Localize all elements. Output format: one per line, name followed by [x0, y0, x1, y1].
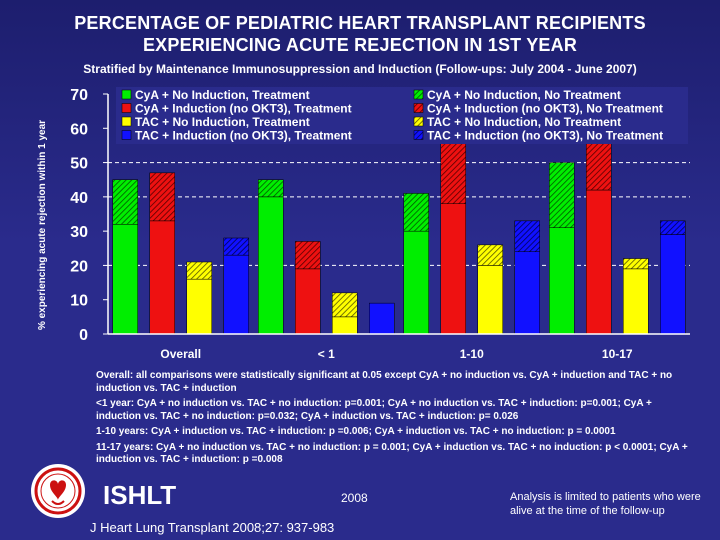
bar-tac_no_induction-treatment-0 — [186, 278, 212, 335]
note-11-17: 11-17 years: CyA + no induction vs. TAC … — [96, 441, 688, 466]
legend-label-tac_no_induction-no_treatment: TAC + No Induction, No Treatment — [427, 115, 621, 129]
bar-cya_induction-treatment-0 — [149, 220, 175, 335]
y-tick-label-0: 0 — [79, 327, 88, 344]
bar-tac_no_induction-treatment-2 — [477, 265, 503, 335]
bar-tac_no_induction-treatment-3 — [623, 268, 649, 335]
bar-cya_no_induction-no-treatment-2 — [403, 193, 429, 232]
legend-swatch-tac_no_induction-treatment — [121, 116, 132, 127]
title-line-1: PERCENTAGE OF PEDIATRIC HEART TRANSPLANT… — [74, 13, 646, 33]
page-title: PERCENTAGE OF PEDIATRIC HEART TRANSPLANT… — [0, 12, 720, 56]
legend-label-cya_no_induction-treatment: CyA + No Induction, Treatment — [135, 88, 310, 102]
note-under-1: <1 year: CyA + no induction vs. TAC + no… — [96, 398, 652, 422]
bars — [112, 138, 686, 335]
y-axis-label: % experiencing acute rejection within 1 … — [37, 119, 48, 331]
y-tick-label-30: 30 — [70, 224, 88, 241]
bar-cya_induction-no-treatment-1 — [295, 241, 321, 270]
bar-tac_induction-treatment-2 — [514, 251, 540, 335]
ishlt-logo-icon — [31, 464, 85, 518]
axes: Overall < 1 1-10 10-17 0 10 20 30 40 50 60 70 — [70, 87, 690, 361]
legend: CyA + No Induction, Treatment CyA + No In… — [116, 87, 688, 144]
footnote: Analysis is limited to patients who were… — [510, 491, 701, 517]
legend-swatch-cya_induction-no_treatment — [413, 103, 424, 113]
y-tick-label-60: 60 — [70, 121, 88, 138]
bar-tac_no_induction-no-treatment-3 — [623, 258, 649, 270]
legend-swatch-tac_induction-no_treatment — [413, 130, 424, 140]
bar-cya_induction-treatment-3 — [586, 189, 612, 335]
bar-tac_induction-treatment-3 — [660, 234, 686, 335]
legend-label-cya_induction-no_treatment: CyA + Induction (no OKT3), No Treatment — [427, 102, 663, 116]
bar-cya_induction-no-treatment-2 — [440, 138, 466, 204]
citation: J Heart Lung Transplant 2008;27: 937-983 — [90, 520, 335, 535]
bar-tac_no_induction-no-treatment-0 — [186, 261, 212, 280]
bar-tac_no_induction-no-treatment-2 — [477, 244, 503, 266]
statistical-notes: Overall: all comparisons were statistica… — [96, 370, 696, 470]
bar-cya_no_induction-treatment-0 — [112, 224, 138, 335]
bar-tac_induction-treatment-1 — [369, 302, 395, 335]
legend-box — [116, 87, 688, 144]
title-line-2: EXPERIENCING ACUTE REJECTION IN 1ST YEAR — [142, 35, 578, 55]
legend-swatch-tac_no_induction-no_treatment — [413, 116, 424, 127]
legend-label-tac_induction-no_treatment: TAC + Induction (no OKT3), No Treatment — [427, 129, 663, 143]
legend-swatch-tac_induction-treatment — [121, 130, 132, 140]
org-name: ISHLT — [103, 480, 177, 510]
publication-year: 2008 — [341, 491, 368, 505]
bar-cya_induction-no-treatment-0 — [149, 172, 175, 222]
y-tick-label-50: 50 — [70, 156, 88, 173]
bar-tac_no_induction-treatment-1 — [332, 316, 358, 335]
legend-swatch-cya_no_induction-treatment — [121, 89, 132, 100]
legend-label-cya_no_induction-no_treatment: CyA + No Induction, No Treatment — [427, 88, 621, 102]
y-tick-label-10: 10 — [70, 293, 88, 310]
note-overall: Overall: all comparisons were statistica… — [96, 370, 673, 394]
bar-tac_induction-no-treatment-3 — [660, 220, 686, 235]
bar-cya_no_induction-treatment-1 — [258, 196, 284, 335]
legend-swatch-cya_induction-treatment — [121, 103, 132, 113]
y-tick-label-70: 70 — [70, 87, 88, 104]
x-tick-label-0: Overall — [160, 347, 201, 361]
bar-tac_induction-no-treatment-2 — [514, 220, 540, 252]
legend-swatch-cya_no_induction-no_treatment — [413, 89, 424, 100]
bar-cya_induction-treatment-2 — [440, 203, 466, 335]
y-tick-label-40: 40 — [70, 190, 88, 207]
bar-tac_induction-no-treatment-0 — [223, 237, 249, 256]
legend-label-tac_no_induction-treatment: TAC + No Induction, Treatment — [135, 115, 310, 129]
bar-cya_no_induction-no-treatment-1 — [258, 179, 284, 198]
legend-label-cya_induction-treatment: CyA + Induction (no OKT3), Treatment — [135, 102, 352, 116]
bar-cya_no_induction-no-treatment-0 — [112, 179, 138, 225]
bar-cya_no_induction-treatment-3 — [549, 227, 575, 335]
legend-label-tac_induction-treatment: TAC + Induction (no OKT3), Treatment — [135, 129, 352, 143]
bar-chart: Overall < 1 1-10 10-17 0 10 20 30 40 50 60 70 CyA +… — [70, 87, 690, 361]
x-tick-label-2: 1-10 — [460, 347, 484, 361]
bar-tac_no_induction-no-treatment-1 — [332, 292, 358, 318]
bar-tac_induction-treatment-0 — [223, 254, 249, 335]
y-tick-label-20: 20 — [70, 258, 88, 275]
page-subtitle: Stratified by Maintenance Immunosuppress… — [83, 62, 637, 76]
x-tick-label-3: 10-17 — [602, 347, 633, 361]
x-tick-label-1: < 1 — [318, 347, 335, 361]
bar-cya_induction-no-treatment-3 — [586, 141, 612, 191]
bar-cya_induction-treatment-1 — [295, 268, 321, 335]
bar-cya_no_induction-treatment-2 — [403, 230, 429, 335]
bar-cya_no_induction-no-treatment-3 — [549, 162, 575, 228]
note-1-10: 1-10 years: CyA + induction vs. TAC + in… — [96, 426, 616, 437]
